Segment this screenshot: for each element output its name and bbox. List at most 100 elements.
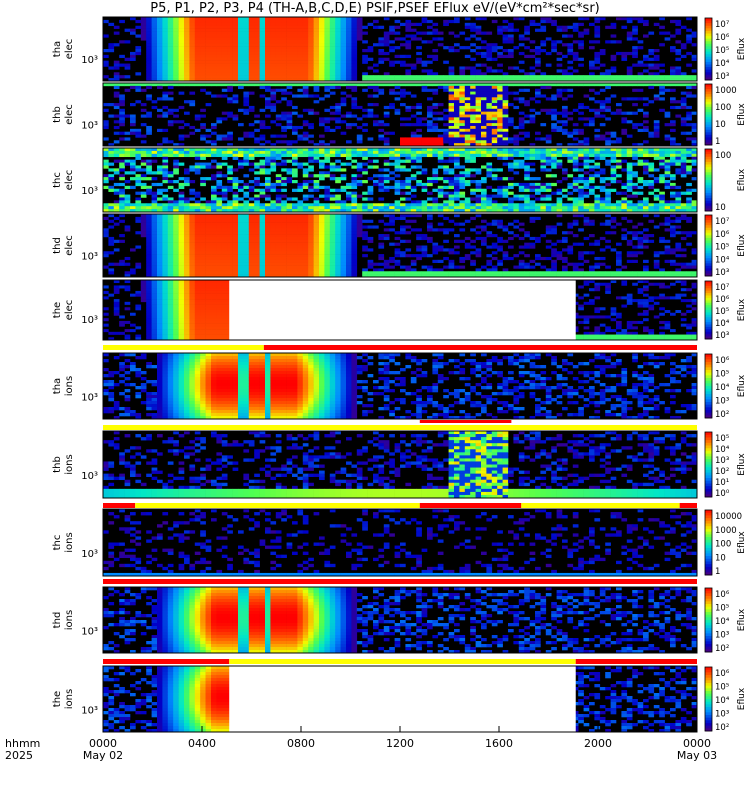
spectrogram-cell [448,209,455,213]
spectrogram-cell [556,206,563,210]
spectrogram-cell [205,265,212,269]
spectrogram-cell [653,123,660,127]
spectrogram-cell [621,97,628,101]
spectrogram-cell [135,25,142,29]
spectrogram-cell [486,148,493,152]
spectrogram-cell [211,191,217,195]
spectrogram-cell [227,171,233,175]
spectrogram-cell [270,251,277,255]
spectrogram-cell [221,137,228,141]
spectrogram-cell [308,49,314,53]
spectrogram-cell [248,46,255,50]
spectrogram-cell [486,69,493,73]
spectrogram-cell [513,182,520,187]
spectrogram-cell [113,85,120,90]
spectrogram-cell [486,31,493,35]
spectrogram-cell [502,34,509,38]
spectrogram-cell [157,222,163,226]
spectrogram-cell [135,200,142,204]
spectrogram-cell [308,262,314,266]
spectrogram-cell [216,245,223,249]
spectrogram-cell [394,203,401,207]
spectrogram-cell [545,153,552,158]
spectrogram-cell [351,17,358,21]
spectrogram-cell [502,28,509,32]
spectrogram-cell [238,22,244,27]
spectrogram-cell [124,200,131,204]
spectrogram-cell [243,185,250,190]
spectrogram-cell [178,60,185,64]
spectrogram-cell [254,69,260,73]
spectrogram-cell [205,206,212,210]
spectrogram-cell [205,49,212,53]
spectrogram-cell [324,188,331,192]
spectrogram-cell [567,143,574,147]
spectrogram-cell [648,168,655,172]
spectrogram-cell [281,228,287,232]
spectrogram-cell [297,148,304,152]
spectrogram-cell [151,248,158,252]
spectrogram-cell [124,159,131,163]
spectrogram-cell [140,214,147,218]
spectrogram-cell [383,143,390,147]
spectrogram-cell [211,231,217,235]
spectrogram-cell [346,114,352,118]
spectrogram-cell [297,60,304,64]
spectrogram-cell [475,72,482,76]
spectrogram-cell [329,63,336,67]
spectrogram-cell [659,177,665,181]
spectrogram-cell [653,188,660,192]
spectrogram-cell [248,259,255,263]
spectrogram-cell [216,251,223,255]
spectrogram-cell [302,91,309,95]
spectrogram-cell [383,83,390,87]
spectrogram-cell [589,185,595,190]
spectrogram-cell [292,34,298,38]
spectrogram-cell [302,108,309,112]
spectrogram-cell [216,219,223,223]
spectrogram-cell [594,40,601,44]
spectrogram-cell [319,140,325,144]
spectrogram-cell [259,28,266,32]
spectrogram-cell [589,180,595,184]
colorbar-segment [705,89,712,93]
spectrogram-cell [329,148,336,152]
spectrogram-cell [297,271,304,275]
spectrogram-cell [378,91,385,95]
spectrogram-cell [173,46,179,50]
spectrogram-cell [173,34,179,38]
spectrogram-cell [275,28,282,32]
spectrogram-cell [140,174,147,178]
spectrogram-cell [410,75,417,79]
spectrogram-cell [356,150,363,155]
spectrogram-cell [335,60,341,64]
spectrogram-cell [486,66,493,70]
spectrogram-cell [329,19,336,24]
spectrogram-cell [194,60,201,64]
spectrogram-cell [583,165,590,169]
spectrogram-cell [589,66,595,70]
spectrogram-cell [421,19,428,24]
spectrogram-cell [113,216,120,221]
spectrogram-cell [362,75,368,79]
spectrogram-cell [194,51,201,56]
spectrogram-cell [162,28,169,32]
spectrogram-cell [362,203,368,207]
colorbar-segment [705,28,712,32]
colorbar-label: Eflux [737,37,747,60]
spectrogram-cell [275,25,282,29]
spectrogram-cell [470,209,476,213]
spectrogram-cell [200,49,206,53]
colorbar-segment [705,205,712,209]
spectrogram-cell [378,60,385,64]
spectrogram-cell [427,140,433,144]
spectrogram-cell [221,271,228,275]
spectrogram-cell [529,200,536,204]
spectrogram-cell [329,174,336,178]
spectrogram-cell [259,245,266,249]
spectrogram-cell [583,117,590,121]
spectrogram-cell [108,66,115,70]
spectrogram-cell [572,22,579,27]
spectrogram-cell [475,108,482,112]
spectrogram-cell [459,185,466,190]
